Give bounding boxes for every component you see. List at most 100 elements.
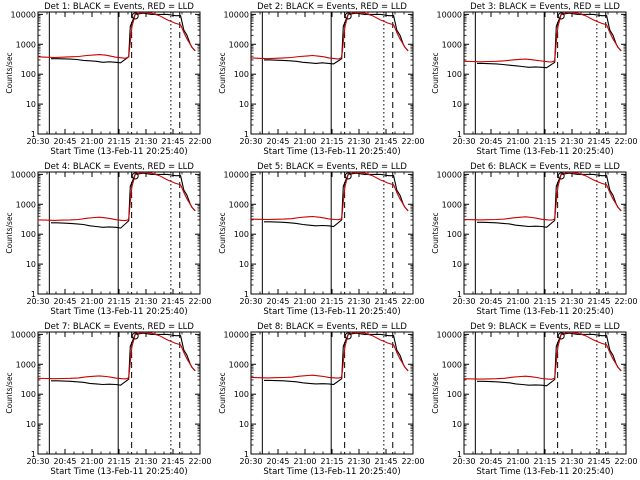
x-tick-label: 21:30 (560, 297, 583, 306)
peak-marker (557, 172, 565, 180)
plot-frame (37, 171, 201, 295)
x-tick-label: 21:30 (347, 457, 370, 466)
x-tick-label: 21:45 (374, 457, 397, 466)
plot-frame (463, 171, 627, 295)
y-tick-label: 1000 (442, 200, 462, 209)
data-area (251, 332, 409, 454)
x-axis-label: Start Time (13-Feb-11 20:25:40) (50, 147, 187, 157)
y-tick-label: 10000 (224, 330, 249, 339)
x-tick-label: 21:45 (161, 457, 184, 466)
x-tick-label: 20:30 (239, 457, 262, 466)
y-tick-label: 10000 (437, 170, 462, 179)
panel-title: Det 4: BLACK = Events, RED = LLD (44, 162, 194, 172)
y-axis-label: Counts/sec (5, 52, 14, 93)
y-tick-label: 10 (26, 420, 36, 429)
y-tick-label: 1 (31, 450, 36, 459)
x-tick-label: 21:15 (107, 137, 130, 146)
x-tick-label: 20:30 (452, 137, 475, 146)
events-series-line (51, 172, 196, 229)
x-tick-label: 21:15 (320, 297, 343, 306)
x-tick-label: 20:30 (452, 297, 475, 306)
plot-frame (250, 171, 414, 295)
peak-marker (131, 332, 139, 340)
lld-series-line (38, 332, 196, 380)
y-tick-label: 10 (452, 420, 462, 429)
x-tick-label: 21:00 (80, 137, 103, 146)
peak-marker (557, 332, 565, 340)
y-tick-label: 100 (21, 230, 36, 239)
x-tick-label: 20:30 (26, 137, 49, 146)
y-tick-label: 1000 (442, 40, 462, 49)
peak-marker (557, 12, 565, 20)
events-series-line (51, 332, 196, 386)
x-tick-label: 21:00 (506, 137, 529, 146)
x-tick-label: 21:30 (134, 297, 157, 306)
x-axis-label: Start Time (13-Feb-11 20:25:40) (476, 467, 613, 477)
data-area (38, 332, 196, 454)
detector-panel: Det 2: BLACK = Events, RED = LLD 1 10 100 10… (218, 2, 425, 157)
detector-panel: Det 5: BLACK = Events, RED = LLD 1 10 100 10… (218, 162, 425, 317)
y-axis-label: Counts/sec (5, 212, 14, 253)
y-axis-label: Counts/sec (218, 372, 227, 413)
x-tick-label: 21:45 (587, 297, 610, 306)
y-tick-label: 100 (234, 390, 249, 399)
y-tick-label: 10000 (437, 330, 462, 339)
x-tick-label: 22:00 (188, 137, 211, 146)
y-tick-label: 1 (31, 130, 36, 139)
x-tick-label: 21:15 (533, 137, 556, 146)
y-tick-label: 10 (239, 420, 249, 429)
lld-series-line (464, 12, 622, 63)
y-axis-label: Counts/sec (218, 52, 227, 93)
y-tick-label: 10 (452, 260, 462, 269)
events-series-line (264, 12, 409, 65)
x-tick-label: 21:15 (533, 297, 556, 306)
x-tick-label: 21:00 (506, 457, 529, 466)
x-tick-label: 21:00 (293, 457, 316, 466)
y-tick-label: 1 (457, 290, 462, 299)
peak-marker (131, 172, 139, 180)
panel-title: Det 2: BLACK = Events, RED = LLD (257, 2, 407, 12)
plot-frame (463, 11, 627, 135)
x-tick-label: 20:30 (239, 137, 262, 146)
y-tick-label: 10000 (437, 10, 462, 19)
data-area (464, 332, 622, 454)
data-area (464, 172, 622, 294)
x-tick-label: 22:00 (401, 457, 424, 466)
plot-frame (250, 11, 414, 135)
data-area (38, 12, 196, 134)
x-tick-label: 20:45 (266, 137, 289, 146)
events-series-line (477, 12, 622, 69)
detector-panel: Det 4: BLACK = Events, RED = LLD 1 10 100 10… (5, 162, 212, 317)
detector-panel: Det 7: BLACK = Events, RED = LLD 1 10 100 10… (5, 322, 212, 477)
plot-frame (37, 331, 201, 455)
y-tick-label: 1 (31, 290, 36, 299)
y-tick-label: 1 (244, 130, 249, 139)
detector-panel: Det 6: BLACK = Events, RED = LLD 1 10 100 10… (431, 162, 638, 317)
x-tick-label: 20:30 (26, 297, 49, 306)
detector-panel: Det 8: BLACK = Events, RED = LLD 1 10 100 10… (218, 322, 425, 477)
y-tick-label: 10000 (224, 170, 249, 179)
x-tick-label: 21:45 (374, 137, 397, 146)
data-area (251, 12, 409, 134)
x-axis-label: Start Time (13-Feb-11 20:25:40) (263, 467, 400, 477)
y-tick-label: 100 (447, 230, 462, 239)
y-tick-label: 1000 (442, 360, 462, 369)
detector-panel: Det 1: BLACK = Events, RED = LLD 1 10 100 10… (5, 2, 212, 157)
y-tick-label: 100 (21, 390, 36, 399)
lld-series-line (251, 332, 409, 379)
events-series-line (51, 12, 196, 64)
events-series-line (477, 172, 622, 228)
x-tick-label: 22:00 (401, 137, 424, 146)
x-axis-label: Start Time (13-Feb-11 20:25:40) (50, 307, 187, 317)
plot-frame (463, 331, 627, 455)
x-tick-label: 21:15 (533, 457, 556, 466)
panel-title: Det 3: BLACK = Events, RED = LLD (470, 2, 620, 12)
x-tick-label: 22:00 (614, 297, 637, 306)
plot-frame (250, 331, 414, 455)
x-tick-label: 21:00 (293, 297, 316, 306)
y-tick-label: 1 (457, 130, 462, 139)
x-tick-label: 20:30 (452, 457, 475, 466)
lld-series-line (464, 332, 622, 380)
x-axis-label: Start Time (13-Feb-11 20:25:40) (263, 147, 400, 157)
